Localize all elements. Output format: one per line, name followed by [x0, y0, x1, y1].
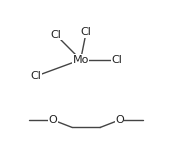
Text: Cl: Cl [31, 71, 42, 81]
Text: Cl: Cl [81, 27, 92, 37]
Text: Cl: Cl [111, 55, 122, 65]
Text: Mo: Mo [72, 55, 89, 65]
Text: Cl: Cl [50, 30, 61, 40]
Text: O: O [49, 115, 57, 125]
Text: O: O [115, 115, 124, 125]
